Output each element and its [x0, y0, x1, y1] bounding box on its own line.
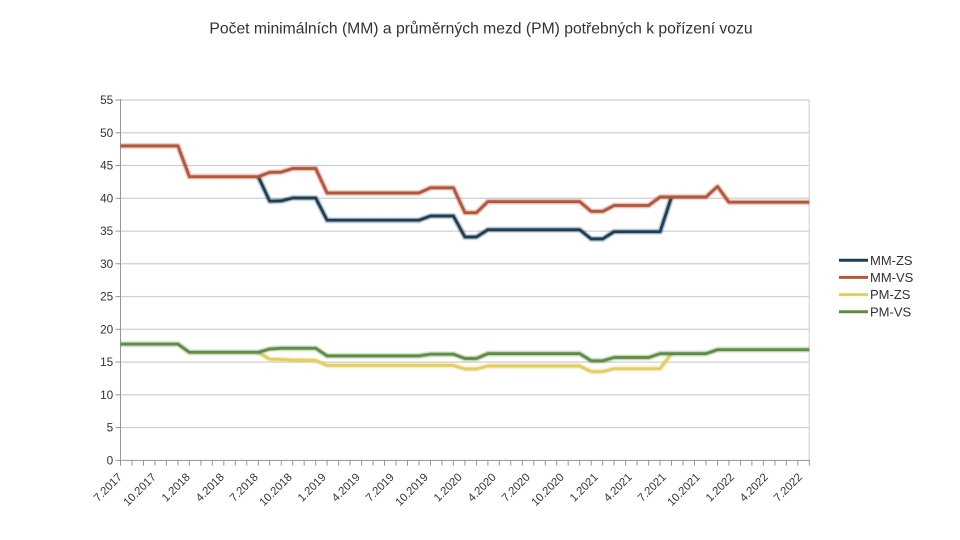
svg-text:0: 0 — [107, 453, 114, 467]
svg-text:40: 40 — [100, 191, 114, 205]
svg-text:MM-ZS: MM-ZS — [870, 253, 913, 268]
svg-text:MM-VS: MM-VS — [870, 270, 914, 285]
svg-text:45: 45 — [100, 159, 114, 173]
svg-text:5: 5 — [107, 421, 114, 435]
svg-text:15: 15 — [100, 355, 114, 369]
svg-text:30: 30 — [100, 257, 114, 271]
svg-text:20: 20 — [100, 322, 114, 336]
svg-text:25: 25 — [100, 290, 114, 304]
svg-text:PM-VS: PM-VS — [870, 304, 912, 319]
svg-text:55: 55 — [100, 93, 114, 107]
svg-text:10: 10 — [100, 388, 114, 402]
svg-text:PM-ZS: PM-ZS — [870, 287, 911, 302]
svg-text:35: 35 — [100, 224, 114, 238]
svg-text:Počet minimálních (MM) a průmě: Počet minimálních (MM) a průměrných mezd… — [209, 20, 752, 38]
svg-text:50: 50 — [100, 126, 114, 140]
